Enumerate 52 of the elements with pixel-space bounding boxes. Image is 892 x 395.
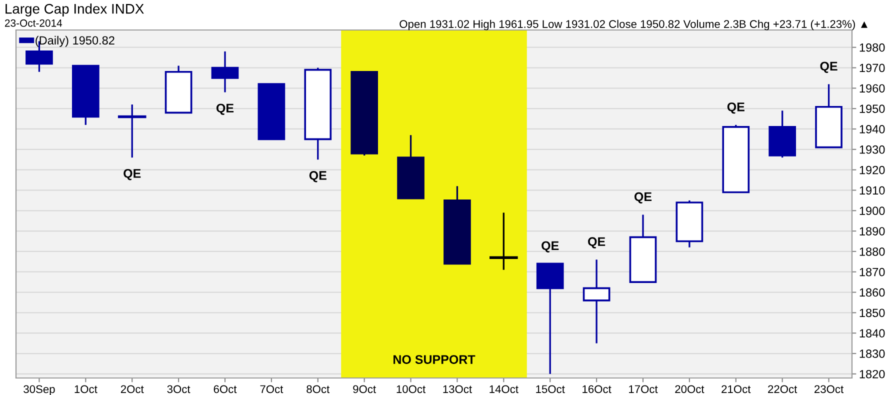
y-tick-label: 1910 <box>860 186 885 195</box>
candlestick <box>211 50 239 94</box>
x-tick-label: 13Oct <box>443 385 472 394</box>
x-tick-label: 9Oct <box>353 385 376 394</box>
y-tick-label: 1980 <box>860 43 885 52</box>
y-tick-label: 1860 <box>860 288 885 297</box>
chart-title: Large Cap Index INDX <box>6 4 144 16</box>
candlestick <box>490 212 518 271</box>
x-tick-label: 21Oct <box>722 385 751 394</box>
y-tick-label: 1900 <box>860 206 885 216</box>
x-tick-label: 30Sep <box>24 385 55 395</box>
annotation: QE <box>727 102 744 114</box>
x-tick-label: 16Oct <box>582 385 612 394</box>
x-tick-label: 8Oct <box>306 385 330 394</box>
x-tick-label: 17Oct <box>629 385 658 394</box>
x-tick-label: 1Oct <box>74 385 98 394</box>
x-tick-label: 6Oct <box>214 385 237 394</box>
annotation: QE <box>542 241 559 252</box>
y-tick-label: 1960 <box>860 84 885 93</box>
y-tick-label: 1890 <box>860 227 885 236</box>
annotation: QE <box>216 104 234 115</box>
y-tick-label: 1920 <box>860 166 885 174</box>
x-tick-label: 23Oct <box>814 385 844 394</box>
candlestick <box>582 258 610 344</box>
x-tick-label: 10Oct <box>396 385 426 394</box>
x-tick-label: 20Oct <box>675 385 704 394</box>
x-tick-label: 22Oct <box>768 385 798 394</box>
y-tick-label: 1940 <box>860 125 885 134</box>
x-tick-label: 14Oct <box>490 385 518 394</box>
annotation: Open 1931.02 High 1961.95 Low 1931.02 Close 1950.82 Volume 2.3B Chg +23.71 (+1.23%) ▲ <box>400 20 868 30</box>
y-tick-label: 1880 <box>860 247 885 256</box>
annotation: QE <box>820 62 838 73</box>
y-tick-label: 1840 <box>860 329 885 338</box>
x-tick-label: 15Oct <box>536 385 565 394</box>
annotation: QE <box>588 237 606 248</box>
legend-label: (Daily) 1950.82 <box>36 36 114 47</box>
x-tick-label: 3Oct <box>167 385 190 394</box>
y-tick-label: 1930 <box>860 145 885 154</box>
annotation: QE <box>634 192 652 204</box>
candlestick <box>118 104 146 158</box>
annotation: QE <box>124 169 141 180</box>
x-tick-label: 7Oct <box>260 385 284 394</box>
chart-subtitle: 23-Oct-2014 <box>4 19 62 27</box>
annotation: QE <box>309 171 326 182</box>
y-tick-label: 1870 <box>860 268 885 276</box>
y-tick-label: 1850 <box>860 308 885 318</box>
x-tick-label: 2Oct <box>120 385 144 394</box>
y-tick-label: 1950 <box>860 104 885 113</box>
y-tick-label: 1830 <box>860 350 885 358</box>
y-tick-label: 1820 <box>860 370 885 378</box>
band-label: NO SUPPORT <box>394 355 476 364</box>
y-tick-label: 1970 <box>860 64 885 72</box>
